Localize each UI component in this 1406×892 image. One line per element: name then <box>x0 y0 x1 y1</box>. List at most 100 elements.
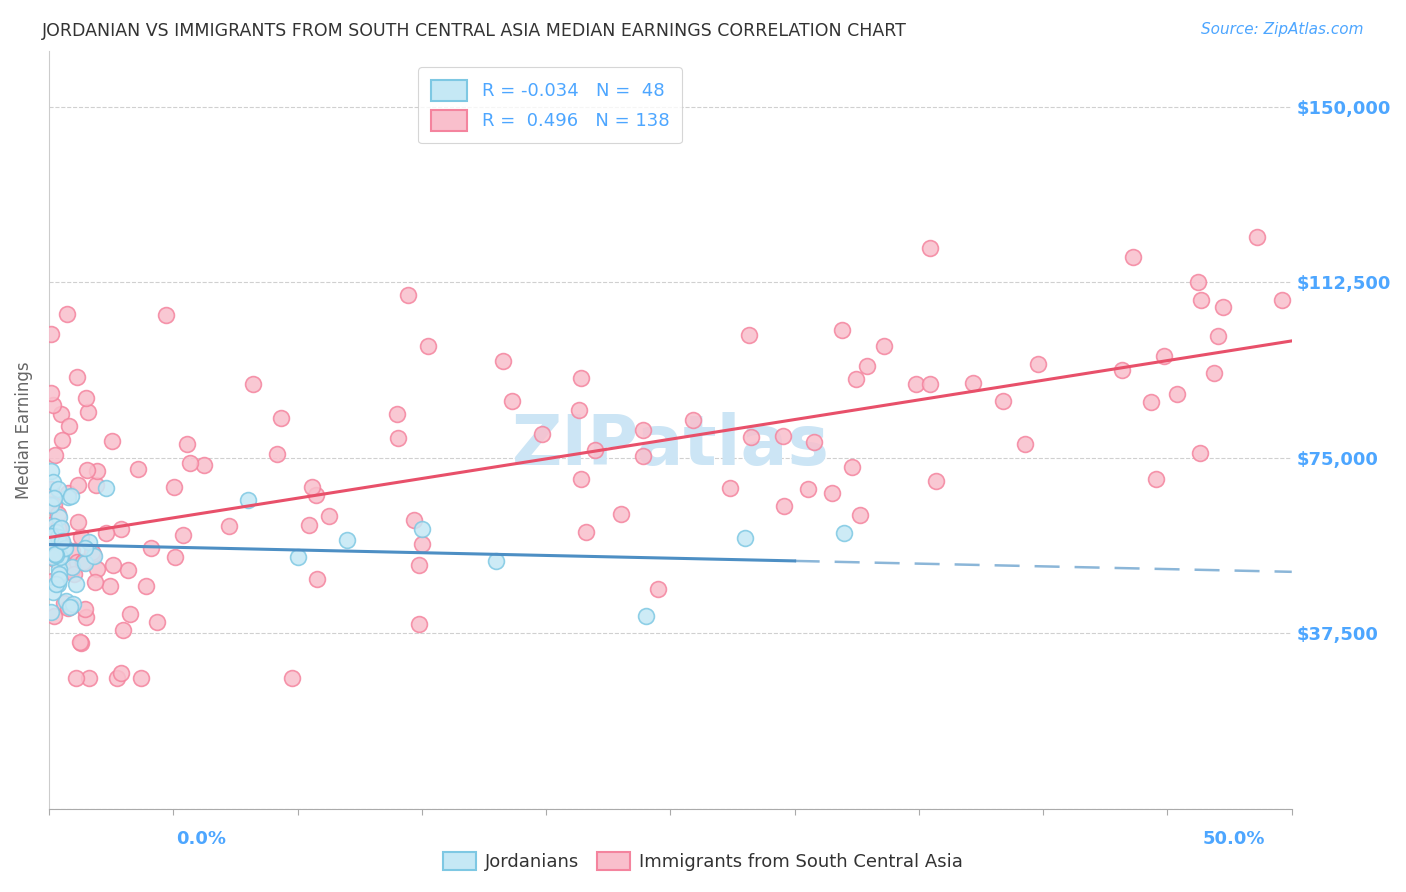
Point <box>146 615 169 629</box>
Point <box>492 353 515 368</box>
Point <box>841 460 863 475</box>
Point <box>718 481 741 495</box>
Point <box>873 339 896 353</box>
Point <box>49 520 72 534</box>
Point <box>70 636 93 650</box>
Point <box>408 616 430 631</box>
Point <box>48 572 70 586</box>
Point <box>44 547 66 561</box>
Point <box>1014 437 1036 451</box>
Point <box>56 490 79 504</box>
Point <box>105 671 128 685</box>
Point <box>569 371 592 385</box>
Point <box>682 412 704 426</box>
Point <box>76 463 98 477</box>
Point <box>76 405 98 419</box>
Point <box>98 578 121 592</box>
Point <box>65 671 87 685</box>
Point <box>1144 472 1167 486</box>
Point <box>129 671 152 685</box>
Point <box>75 602 97 616</box>
Point <box>86 562 108 576</box>
Point <box>773 499 796 513</box>
Point <box>83 575 105 590</box>
Point <box>165 549 187 564</box>
Point <box>42 584 65 599</box>
Legend: R = -0.034   N =  48, R =  0.496   N = 138: R = -0.034 N = 48, R = 0.496 N = 138 <box>419 67 682 144</box>
Point <box>298 517 321 532</box>
Point <box>118 607 141 621</box>
Point <box>41 518 63 533</box>
Point <box>991 393 1014 408</box>
Point <box>845 372 868 386</box>
Point <box>51 433 73 447</box>
Point <box>270 411 292 425</box>
Point <box>77 671 100 685</box>
Point <box>66 369 89 384</box>
Point <box>111 623 134 637</box>
Point <box>803 434 825 449</box>
Point <box>834 525 856 540</box>
Point <box>176 437 198 451</box>
Point <box>905 376 928 391</box>
Point <box>849 508 872 522</box>
Point <box>48 521 70 535</box>
Point <box>66 477 89 491</box>
Point <box>41 326 63 341</box>
Point <box>530 427 553 442</box>
Point <box>55 594 77 608</box>
Point <box>94 481 117 495</box>
Point <box>46 530 69 544</box>
Point <box>141 541 163 555</box>
Point <box>82 547 104 561</box>
Point <box>83 549 105 563</box>
Point <box>287 549 309 564</box>
Point <box>318 508 340 523</box>
Point <box>44 448 66 462</box>
Point <box>740 430 762 444</box>
Point <box>59 489 82 503</box>
Point <box>1153 349 1175 363</box>
Point <box>45 576 67 591</box>
Text: Source: ZipAtlas.com: Source: ZipAtlas.com <box>1201 22 1364 37</box>
Point <box>387 431 409 445</box>
Point <box>48 510 70 524</box>
Point <box>69 635 91 649</box>
Point <box>77 535 100 549</box>
Point <box>66 515 89 529</box>
Point <box>41 548 63 562</box>
Point <box>110 522 132 536</box>
Point <box>41 605 63 619</box>
Point <box>1271 293 1294 307</box>
Point <box>501 393 523 408</box>
Point <box>1187 275 1209 289</box>
Point <box>155 308 177 322</box>
Point <box>1026 357 1049 371</box>
Point <box>86 464 108 478</box>
Point <box>110 666 132 681</box>
Point <box>41 482 63 496</box>
Point <box>96 526 118 541</box>
Point <box>42 491 65 505</box>
Point <box>60 559 83 574</box>
Point <box>1189 293 1212 308</box>
Text: JORDANIAN VS IMMIGRANTS FROM SOUTH CENTRAL ASIA MEDIAN EARNINGS CORRELATION CHAR: JORDANIAN VS IMMIGRANTS FROM SOUTH CENTR… <box>42 22 907 40</box>
Point <box>631 423 654 437</box>
Point <box>402 513 425 527</box>
Point <box>1246 229 1268 244</box>
Point <box>1139 394 1161 409</box>
Point <box>66 556 89 570</box>
Point <box>924 474 946 488</box>
Point <box>56 307 79 321</box>
Point <box>416 339 439 353</box>
Point <box>70 530 93 544</box>
Point <box>62 597 84 611</box>
Point <box>301 480 323 494</box>
Point <box>135 578 157 592</box>
Point <box>45 548 67 562</box>
Point <box>163 480 186 494</box>
Point <box>84 478 107 492</box>
Point <box>60 563 83 577</box>
Point <box>127 462 149 476</box>
Point <box>575 524 598 539</box>
